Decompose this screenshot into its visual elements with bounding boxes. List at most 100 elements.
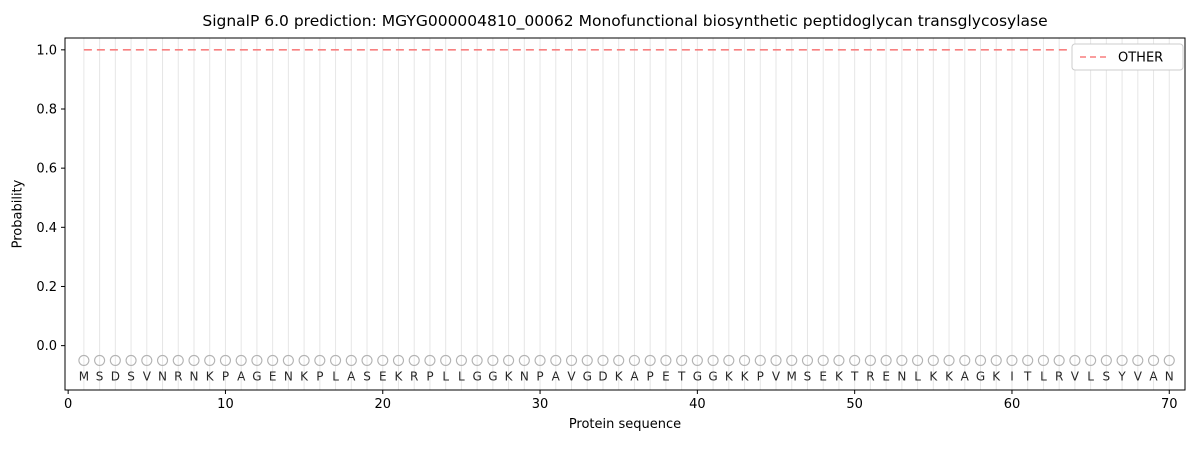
residue-letter: P (426, 370, 433, 384)
residue-letter: S (127, 370, 135, 384)
residue-marker (1037, 354, 1049, 366)
residue-letter: E (662, 370, 670, 384)
residue-letter: D (111, 370, 120, 384)
residue-letter: T (1023, 370, 1032, 384)
x-tick-label: 10 (217, 397, 234, 412)
residue-letter: R (174, 370, 182, 384)
residue-marker (361, 354, 373, 366)
residue-letter: E (379, 370, 387, 384)
residue-marker (723, 354, 735, 366)
residue-marker (156, 354, 169, 366)
x-tick-label: 40 (689, 397, 706, 412)
residue-marker (251, 354, 263, 366)
residue-marker (943, 354, 955, 366)
residue-letter: K (725, 370, 734, 384)
residue-letter: A (347, 370, 356, 384)
residue-letter: L (458, 370, 465, 384)
residue-letter: V (1071, 370, 1080, 384)
residue-letter: T (677, 370, 686, 384)
residue-letter: K (835, 370, 844, 384)
residue-letter: S (363, 370, 371, 384)
residue-marker (707, 354, 719, 366)
y-tick-label: 0.0 (36, 339, 57, 354)
residue-marker (330, 354, 342, 366)
residue-marker (424, 354, 436, 366)
residue-marker (644, 354, 656, 366)
residue-letter: G (472, 370, 481, 384)
residue-letter: S (96, 370, 104, 384)
plot-border (64, 37, 1186, 391)
residue-marker (864, 354, 876, 366)
residue-letter: A (1149, 370, 1158, 384)
residue-marker (1006, 354, 1018, 366)
residue-marker (1022, 354, 1034, 366)
residue-letter: Y (1117, 370, 1126, 384)
residue-marker (1085, 354, 1097, 366)
residue-marker (550, 354, 562, 366)
legend-box (1071, 43, 1184, 71)
residue-letter: E (269, 370, 277, 384)
residue-letter: V (567, 370, 576, 384)
residue-marker (282, 354, 294, 366)
y-tick-label: 0.2 (36, 280, 57, 295)
residue-letter: V (1134, 370, 1143, 384)
residue-marker (896, 354, 908, 366)
residue-marker (235, 354, 247, 366)
residue-marker (392, 354, 405, 366)
residue-letter: A (237, 370, 246, 384)
residue-letter: N (897, 370, 906, 384)
residue-marker (565, 354, 578, 366)
residue-letter: V (143, 370, 152, 384)
residue-marker (109, 354, 121, 366)
x-axis-label: Protein sequence (568, 417, 682, 432)
residue-marker (676, 354, 688, 366)
residue-marker (1163, 354, 1175, 366)
residue-marker (754, 354, 766, 366)
residue-letter: K (929, 370, 938, 384)
chart-title: SignalP 6.0 prediction: MGYG000004810_00… (202, 12, 1048, 30)
residue-marker (739, 354, 751, 366)
residue-letter: L (1040, 370, 1047, 384)
residue-marker (78, 354, 90, 366)
residue-marker (298, 354, 310, 366)
residue-letter: M (787, 370, 797, 384)
residue-marker (219, 354, 231, 366)
residue-marker (455, 354, 467, 366)
residue-letter: N (1165, 370, 1174, 384)
residue-marker (628, 354, 640, 366)
residue-marker (959, 354, 971, 366)
residue-letter: P (757, 370, 764, 384)
residue-marker (581, 354, 593, 366)
residue-letter: G (583, 370, 592, 384)
residue-marker (1053, 354, 1065, 366)
residue-marker (471, 354, 483, 366)
residue-letter: N (520, 370, 529, 384)
residue-letter: G (693, 370, 702, 384)
residue-marker (141, 354, 153, 366)
residue-marker (518, 354, 530, 366)
residue-marker (597, 354, 609, 366)
residue-marker (440, 354, 452, 366)
x-tick-label: 20 (374, 397, 391, 412)
residue-letter: K (505, 370, 514, 384)
residue-marker (408, 354, 420, 366)
residue-letter: K (992, 370, 1001, 384)
y-tick-label: 1.0 (36, 43, 57, 58)
x-tick-label: 60 (1004, 397, 1021, 412)
residue-marker (188, 354, 200, 366)
residue-letter: N (158, 370, 167, 384)
residue-marker (172, 354, 184, 366)
residue-letter: L (332, 370, 339, 384)
residue-letter: L (442, 370, 449, 384)
residue-letter: A (552, 370, 561, 384)
residue-marker (974, 354, 987, 366)
residue-marker (849, 354, 861, 366)
residue-letter: R (410, 370, 418, 384)
y-tick-label: 0.4 (36, 221, 57, 236)
residue-letter: T (850, 370, 859, 384)
residue-marker (1100, 354, 1112, 366)
residue-marker (377, 354, 389, 366)
residue-marker (503, 354, 515, 366)
